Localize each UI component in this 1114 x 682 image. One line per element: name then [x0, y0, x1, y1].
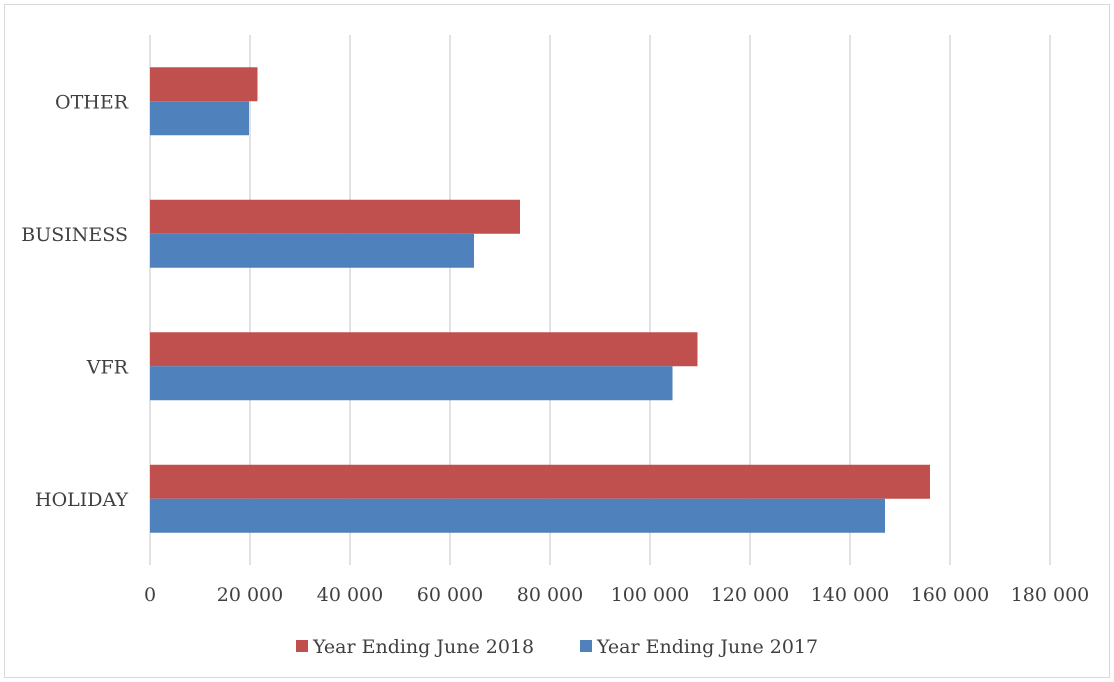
bar-2017-other [150, 101, 249, 136]
x-tick-label: 0 [144, 584, 156, 606]
category-label-business: BUSINESS [21, 224, 128, 246]
legend-label: Year Ending June 2018 [312, 636, 534, 658]
bar-2018-other [150, 67, 258, 102]
legend: Year Ending June 2018 Year Ending June 20… [296, 636, 818, 658]
x-tick-label: 180 000 [1011, 584, 1090, 606]
category-labels: HOLIDAY VFR BUSINESS OTHER [21, 91, 128, 511]
x-tick-label: 140 000 [811, 584, 890, 606]
legend-swatch [580, 640, 592, 652]
bar-2017-holiday [150, 498, 885, 533]
x-tick-label: 80 000 [517, 584, 583, 606]
category-label-holiday: HOLIDAY [35, 489, 128, 511]
bars [150, 67, 930, 533]
bar-2017-business [150, 233, 474, 268]
category-label-other: OTHER [55, 91, 129, 113]
x-tick-labels: 0 20 000 40 000 60 000 80 000 100 000 120 000 1… [144, 584, 1089, 606]
bar-2018-holiday [150, 464, 930, 499]
legend-swatch [296, 640, 308, 652]
bar-2017-vfr [150, 366, 673, 401]
x-tick-label: 120 000 [711, 584, 790, 606]
bar-2018-business [150, 199, 520, 234]
legend-label: Year Ending June 2017 [596, 636, 818, 658]
x-tick-label: 60 000 [417, 584, 483, 606]
x-tick-label: 160 000 [911, 584, 990, 606]
x-tick-label: 100 000 [611, 584, 690, 606]
x-tick-label: 40 000 [317, 584, 383, 606]
category-label-vfr: VFR [86, 356, 129, 378]
bar-2018-vfr [150, 332, 698, 367]
x-tick-label: 20 000 [217, 584, 283, 606]
